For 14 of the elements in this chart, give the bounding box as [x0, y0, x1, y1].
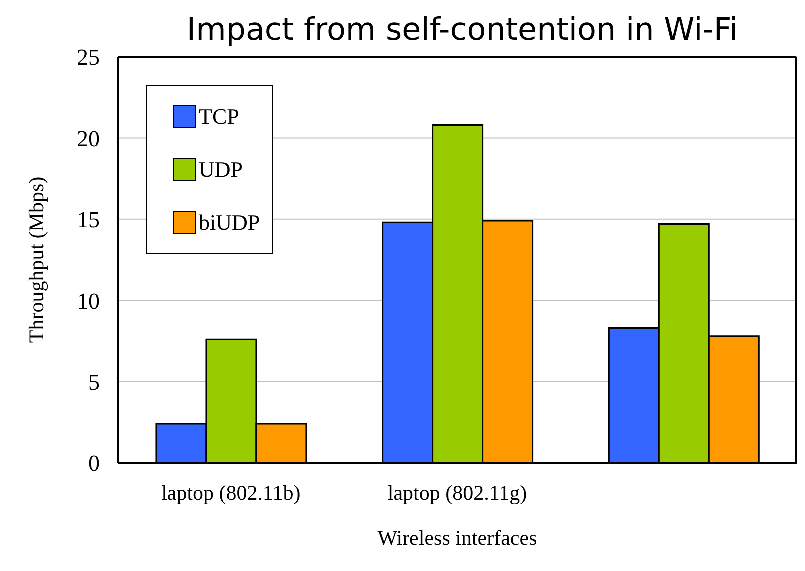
legend-label: TCP — [199, 104, 240, 130]
y-tick-label: 5 — [88, 370, 100, 395]
x-axis-title: Wireless interfaces — [378, 526, 538, 550]
y-tick-label: 15 — [77, 208, 100, 233]
legend-label: UDP — [199, 156, 244, 182]
x-tick-label: laptop (802.11g) — [388, 480, 528, 505]
y-tick-label: 25 — [77, 45, 100, 70]
x-tick-label: laptop (802.11b) — [162, 480, 301, 505]
y-tick-label: 0 — [88, 451, 100, 476]
y-tick-label: 20 — [77, 126, 100, 152]
y-axis-title: Throughput (Mbps) — [24, 176, 48, 344]
y-tick-label: 10 — [77, 288, 100, 314]
chart-title: Impact from self-contention in Wi-Fi — [186, 12, 738, 48]
legend-label: biUDP — [199, 210, 260, 236]
